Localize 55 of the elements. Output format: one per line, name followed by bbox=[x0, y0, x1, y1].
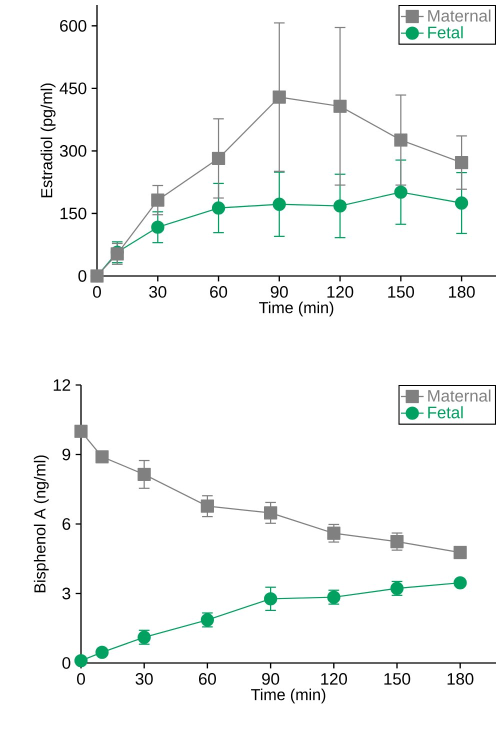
point bbox=[151, 194, 165, 207]
point bbox=[74, 654, 88, 668]
x-tick-label: 30 bbox=[149, 286, 166, 298]
point bbox=[272, 90, 286, 104]
point bbox=[334, 100, 347, 113]
y-tick-label: 600 bbox=[60, 20, 86, 32]
point bbox=[151, 220, 165, 234]
point bbox=[212, 152, 226, 166]
point bbox=[138, 468, 151, 482]
point bbox=[454, 576, 467, 590]
y-tick-label: 300 bbox=[60, 145, 86, 157]
x-tick-label: 60 bbox=[199, 673, 216, 685]
point bbox=[96, 450, 109, 464]
x-tick-label: 90 bbox=[262, 673, 280, 685]
x-axis-title: Time (min) bbox=[259, 302, 334, 316]
point bbox=[390, 535, 404, 548]
point bbox=[200, 500, 214, 513]
y-tick-label: 6 bbox=[62, 518, 70, 530]
x-axis-title: Time (min) bbox=[251, 688, 326, 704]
legend-label: Fetal bbox=[428, 26, 463, 38]
y-tick-label: 150 bbox=[60, 208, 86, 220]
x-tick-label: 60 bbox=[210, 286, 228, 298]
y-tick-label: 9 bbox=[62, 448, 70, 460]
point bbox=[272, 198, 286, 211]
point bbox=[264, 506, 278, 520]
y-tick-label: 450 bbox=[60, 82, 86, 94]
point bbox=[455, 156, 468, 170]
point bbox=[334, 199, 347, 213]
point bbox=[394, 133, 408, 147]
x-tick-label: 90 bbox=[270, 286, 288, 298]
x-tick-label: 0 bbox=[93, 286, 102, 298]
x-tick-label: 180 bbox=[448, 673, 474, 685]
y-axis-title: Bisphenol A (ng/ml) bbox=[34, 455, 49, 592]
point bbox=[74, 424, 88, 438]
point bbox=[327, 526, 341, 540]
x-tick-label: 150 bbox=[384, 673, 410, 685]
point bbox=[454, 546, 467, 560]
y-tick-label: 3 bbox=[62, 588, 70, 600]
legend-label: Maternal bbox=[428, 390, 491, 402]
x-tick-label: 120 bbox=[328, 286, 354, 298]
point bbox=[212, 201, 226, 215]
point bbox=[264, 592, 278, 606]
x-tick-label: 180 bbox=[449, 286, 475, 298]
x-tick-label: 30 bbox=[136, 673, 153, 685]
point bbox=[96, 646, 109, 659]
y-tick-label: 0 bbox=[78, 270, 86, 282]
x-tick-label: 150 bbox=[388, 286, 414, 298]
legend-label: Maternal bbox=[428, 10, 491, 22]
y-tick-label: 0 bbox=[62, 657, 70, 669]
x-tick-label: 120 bbox=[321, 673, 348, 685]
y-tick-label: 12 bbox=[54, 379, 70, 391]
legend-label: Fetal bbox=[428, 406, 463, 418]
point bbox=[394, 186, 408, 199]
point bbox=[455, 196, 468, 210]
y-axis-title: Estradiol (pg/ml) bbox=[40, 83, 56, 198]
